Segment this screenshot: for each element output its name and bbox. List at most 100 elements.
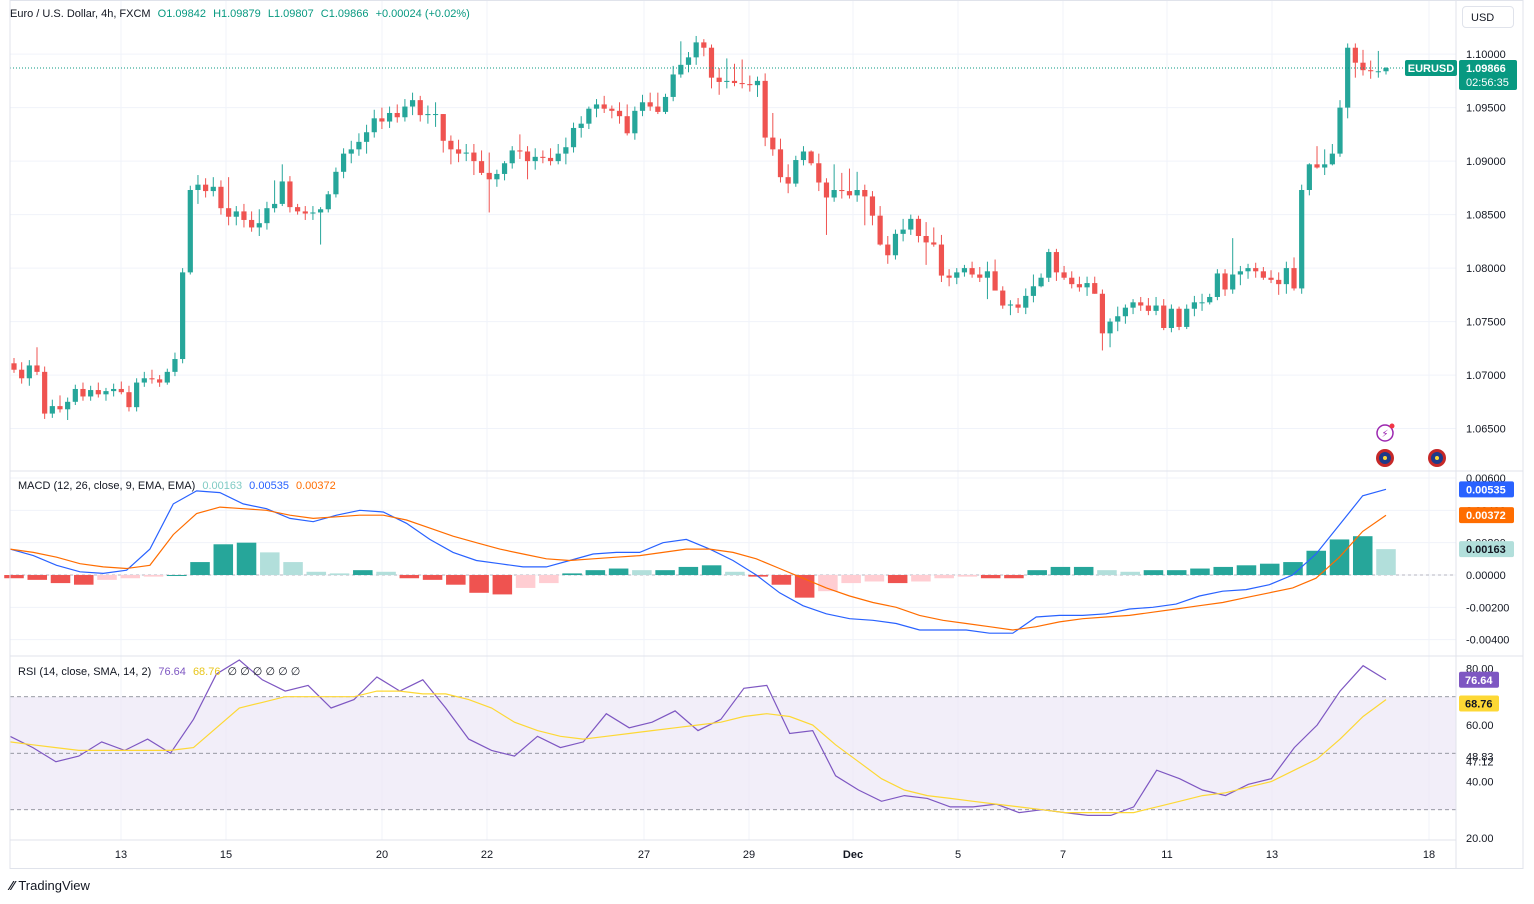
candle-body (1222, 273, 1228, 290)
price-tick-label: 1.10000 (1466, 49, 1506, 61)
histogram-bar (469, 575, 489, 593)
price-tick-label: 1.08500 (1466, 210, 1506, 222)
candle-body (770, 137, 776, 150)
candle-body (379, 118, 385, 122)
histogram-bar (1236, 565, 1257, 576)
rsi-tick-label: 60.00 (1466, 720, 1494, 732)
candle-body (869, 196, 876, 216)
rsi-tick-label: 47.12 (1466, 756, 1494, 768)
candle-body (65, 401, 71, 410)
candle-body (448, 140, 454, 150)
histogram-bar (1306, 550, 1327, 576)
histogram-bar (446, 575, 466, 585)
flag-event-icon-star (1435, 456, 1439, 460)
chart-border (9, 0, 1524, 869)
candle-body (969, 268, 975, 275)
candle-body (509, 150, 515, 164)
x-tick-label: 11 (1161, 849, 1172, 861)
histogram-bar (1004, 575, 1024, 579)
candle-body (363, 132, 370, 142)
tradingview-logo[interactable]: ⁄⁄ TradingView (10, 878, 90, 893)
histogram-bar (73, 575, 94, 585)
candle-body (601, 104, 607, 109)
candle-body (157, 379, 163, 383)
candle-body (1107, 321, 1113, 334)
histogram-bar (771, 575, 792, 585)
histogram-bar (97, 575, 117, 580)
candle-body (471, 152, 477, 162)
histogram-bar (1376, 549, 1396, 576)
candle-body (103, 391, 109, 395)
candle-body (892, 233, 899, 256)
histogram-bar (190, 562, 210, 576)
histogram-bar (608, 568, 629, 576)
macd-legend: MACD (12, 26, close, 9, EMA, EMA) 0.0016… (18, 480, 340, 492)
candle-body (317, 209, 324, 213)
histogram-bar (864, 575, 885, 582)
candle-body (793, 160, 799, 184)
candle-body (862, 190, 868, 197)
candle-body (724, 80, 730, 82)
candle-body (900, 229, 906, 234)
candle-body (340, 153, 347, 172)
histogram-bar (167, 575, 187, 577)
candle-body (808, 151, 814, 164)
candle-body (394, 112, 400, 118)
currency-button[interactable]: USD (1462, 6, 1514, 28)
candle-body (149, 378, 155, 380)
candle-body (1076, 284, 1083, 288)
candle-body (325, 194, 331, 210)
x-tick-label: 7 (1060, 849, 1066, 861)
event-icons[interactable]: ⚡ (1376, 423, 1446, 468)
candle-body (210, 186, 216, 192)
macd-value: 0.00535 (249, 480, 289, 492)
candle-body (386, 112, 393, 122)
candle-body (19, 369, 25, 379)
histogram-bar (306, 571, 327, 576)
candle-body (256, 223, 262, 228)
histogram-bar (120, 575, 141, 579)
candle-body (1345, 47, 1351, 108)
x-tick-label: 13 (115, 849, 127, 861)
candle-body (1053, 252, 1060, 273)
candle-body (716, 77, 722, 82)
histogram-bar (887, 575, 908, 584)
candle-body (49, 406, 55, 414)
histogram-bar (585, 570, 606, 576)
candle-body (1276, 279, 1282, 285)
macd-hist-value: 0.00163 (202, 480, 243, 492)
candle-body (954, 272, 960, 278)
signal-line (9, 506, 1387, 631)
candle-body (655, 106, 661, 112)
histogram-bar (353, 570, 373, 576)
histogram-bar (911, 575, 931, 582)
candle-body (1092, 283, 1098, 294)
symbol-name: Euro / U.S. Dollar, 4h, FXCM (10, 8, 151, 20)
histogram-bar (934, 575, 954, 579)
candle-body (1161, 305, 1167, 328)
x-tick-label: 18 (1423, 849, 1435, 861)
candle-body (203, 184, 209, 192)
histogram-bar (1097, 570, 1117, 576)
candle-body (885, 244, 891, 256)
rsi-tick-label: 20.00 (1466, 833, 1494, 845)
candle-body (11, 363, 17, 370)
candle-body (1145, 305, 1151, 311)
candle-body (417, 100, 423, 116)
candle-body (961, 268, 968, 273)
candle-body (95, 390, 101, 395)
symbol-tag-text: EURUSD (1408, 63, 1455, 75)
candle-body (264, 208, 270, 224)
candle-body (1153, 305, 1159, 311)
rsi-legend: RSI (14, close, SMA, 14, 2) 76.64 68.76 … (18, 665, 304, 678)
candle-body (126, 392, 132, 408)
histogram-bar (1283, 562, 1303, 576)
candle-body (685, 57, 692, 65)
candle-body (517, 150, 523, 152)
candle-body (693, 42, 699, 58)
candle-body (555, 153, 561, 162)
symbol-tag (1405, 60, 1457, 77)
candle-body (708, 47, 715, 78)
price-tick-label: 1.09000 (1466, 156, 1506, 168)
